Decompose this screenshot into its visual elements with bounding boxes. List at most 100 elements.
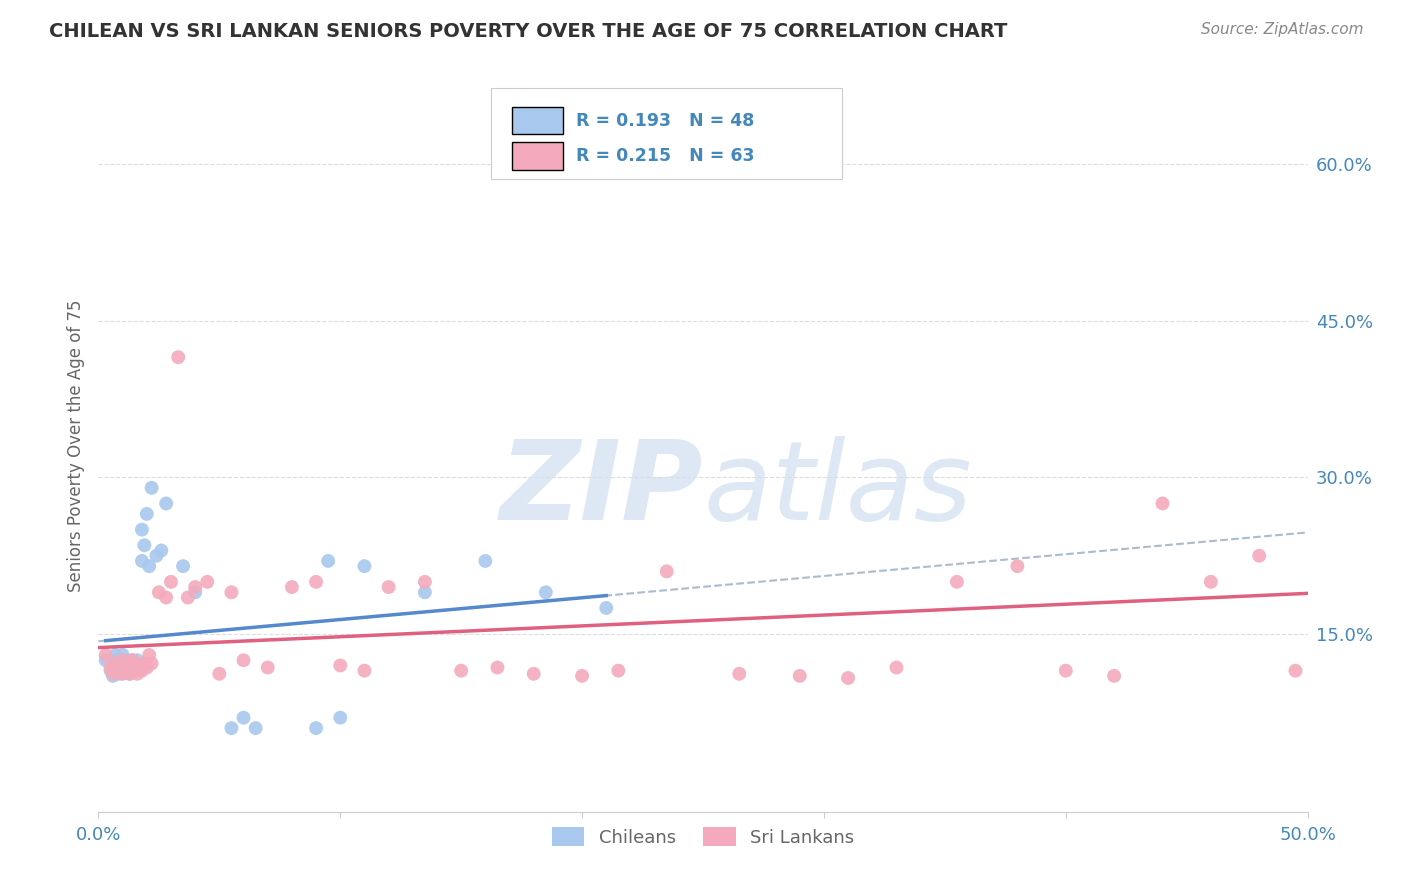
Point (104, 648, 127, 662)
Point (245, 721, 267, 735)
Point (177, 591, 200, 605)
Point (138, 648, 160, 662)
Point (413, 585, 436, 599)
Point (281, 580, 304, 594)
Point (131, 523, 153, 537)
Point (114, 664, 136, 678)
Point (131, 664, 153, 678)
Point (474, 554, 496, 568)
Point (208, 666, 231, 681)
Point (101, 666, 124, 681)
Point (108, 658, 131, 673)
Point (114, 660, 136, 674)
Point (1152, 496, 1174, 510)
Point (316, 554, 339, 568)
Point (101, 658, 124, 673)
Point (728, 666, 751, 681)
Point (121, 653, 143, 667)
Point (100, 664, 122, 678)
Point (184, 580, 207, 594)
Legend: Chileans, Sri Lankans: Chileans, Sri Lankans (544, 820, 862, 854)
Point (256, 660, 278, 674)
Point (167, 350, 190, 364)
Point (94, 648, 117, 662)
Point (118, 666, 141, 681)
Point (195, 574, 218, 589)
Point (595, 601, 617, 615)
Text: R = 0.215   N = 63: R = 0.215 N = 63 (576, 146, 755, 165)
Point (148, 585, 170, 599)
Point (450, 664, 472, 678)
Point (353, 559, 375, 574)
Point (789, 669, 811, 683)
Point (118, 658, 141, 673)
Point (111, 666, 134, 681)
Point (124, 657, 146, 671)
Point (117, 660, 139, 674)
Point (1249, 549, 1271, 563)
Point (124, 664, 146, 678)
Point (138, 559, 160, 574)
Point (135, 507, 157, 521)
Point (118, 660, 141, 674)
Point (160, 574, 183, 589)
Point (114, 653, 136, 667)
Point (946, 574, 969, 589)
Point (523, 666, 546, 681)
Point (232, 653, 254, 667)
Point (94, 653, 117, 667)
Point (111, 653, 134, 667)
Point (1320, 475, 1343, 490)
Point (184, 585, 207, 599)
Point (124, 658, 146, 673)
Point (117, 657, 139, 671)
Point (534, 585, 557, 599)
Text: CHILEAN VS SRI LANKAN SENIORS POVERTY OVER THE AGE OF 75 CORRELATION CHART: CHILEAN VS SRI LANKAN SENIORS POVERTY OV… (49, 22, 1008, 41)
Point (121, 660, 143, 674)
Point (107, 660, 129, 674)
Point (413, 574, 436, 589)
Point (305, 721, 328, 735)
Point (118, 666, 141, 681)
Point (141, 657, 163, 671)
Point (353, 664, 375, 678)
Point (329, 711, 352, 725)
Text: R = 0.193   N = 48: R = 0.193 N = 48 (576, 112, 755, 129)
Point (1369, 580, 1392, 594)
Point (141, 481, 163, 495)
Point (107, 664, 129, 678)
Point (571, 669, 593, 683)
Point (655, 565, 678, 579)
Y-axis label: Seniors Poverty Over the Age of 75: Seniors Poverty Over the Age of 75 (66, 300, 84, 592)
FancyBboxPatch shape (492, 87, 842, 179)
Point (104, 657, 127, 671)
Point (127, 666, 149, 681)
Point (607, 664, 630, 678)
Text: Source: ZipAtlas.com: Source: ZipAtlas.com (1201, 22, 1364, 37)
Point (127, 660, 149, 674)
Point (131, 554, 153, 568)
Point (101, 669, 124, 683)
Point (134, 657, 156, 671)
FancyBboxPatch shape (512, 142, 562, 169)
Point (134, 538, 156, 552)
Point (486, 660, 509, 674)
Point (111, 648, 134, 662)
Point (305, 574, 328, 589)
Point (111, 657, 134, 671)
Point (886, 660, 908, 674)
Text: atlas: atlas (703, 436, 972, 543)
Point (127, 653, 149, 667)
Point (221, 585, 243, 599)
Point (128, 660, 150, 674)
Point (155, 591, 177, 605)
Point (145, 549, 167, 563)
Point (1102, 669, 1125, 683)
FancyBboxPatch shape (512, 107, 562, 135)
Point (128, 660, 150, 674)
Point (121, 653, 143, 667)
Point (124, 664, 146, 678)
Text: ZIP: ZIP (499, 436, 703, 543)
Point (1054, 664, 1077, 678)
Point (232, 711, 254, 725)
